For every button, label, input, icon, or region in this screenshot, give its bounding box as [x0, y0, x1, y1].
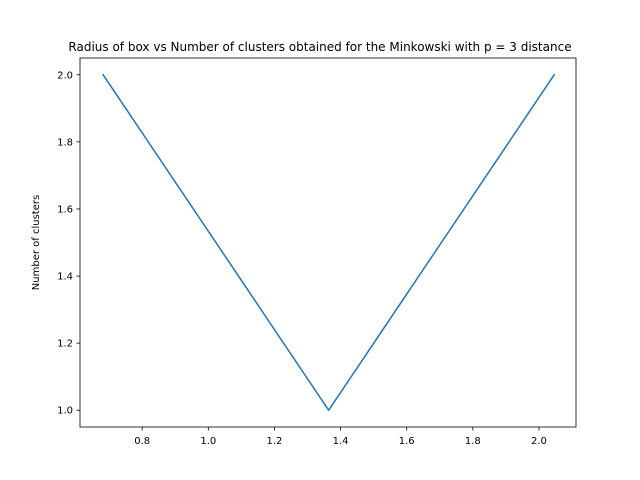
x-tick-label: 1.0	[200, 436, 216, 447]
y-tick-label: 1.6	[57, 204, 73, 215]
chart-title: Radius of box vs Number of clusters obta…	[68, 40, 571, 54]
x-tick-label: 1.6	[399, 436, 415, 447]
series-layer	[102, 73, 556, 411]
y-axis-label: Number of clusters	[31, 195, 42, 290]
x-tick-label: 0.8	[134, 436, 150, 447]
y-tick-label: 1.0	[57, 406, 73, 417]
x-tick-label: 1.8	[465, 436, 481, 447]
plot-area	[79, 57, 577, 428]
x-axis: 0.8 1.0 1.2 1.4 1.6 1.8 2.0	[134, 427, 547, 447]
x-tick-label: 1.2	[266, 436, 282, 447]
y-tick-label: 1.4	[57, 272, 73, 283]
y-tick-label: 1.8	[57, 137, 73, 148]
series-line	[102, 73, 556, 411]
y-tick-label: 1.2	[57, 339, 73, 350]
y-axis: 1.0 1.2 1.4 1.6 1.8 2.0	[57, 70, 80, 417]
x-tick-label: 1.4	[333, 436, 349, 447]
x-tick-label: 2.0	[531, 436, 547, 447]
y-tick-label: 2.0	[57, 70, 73, 81]
